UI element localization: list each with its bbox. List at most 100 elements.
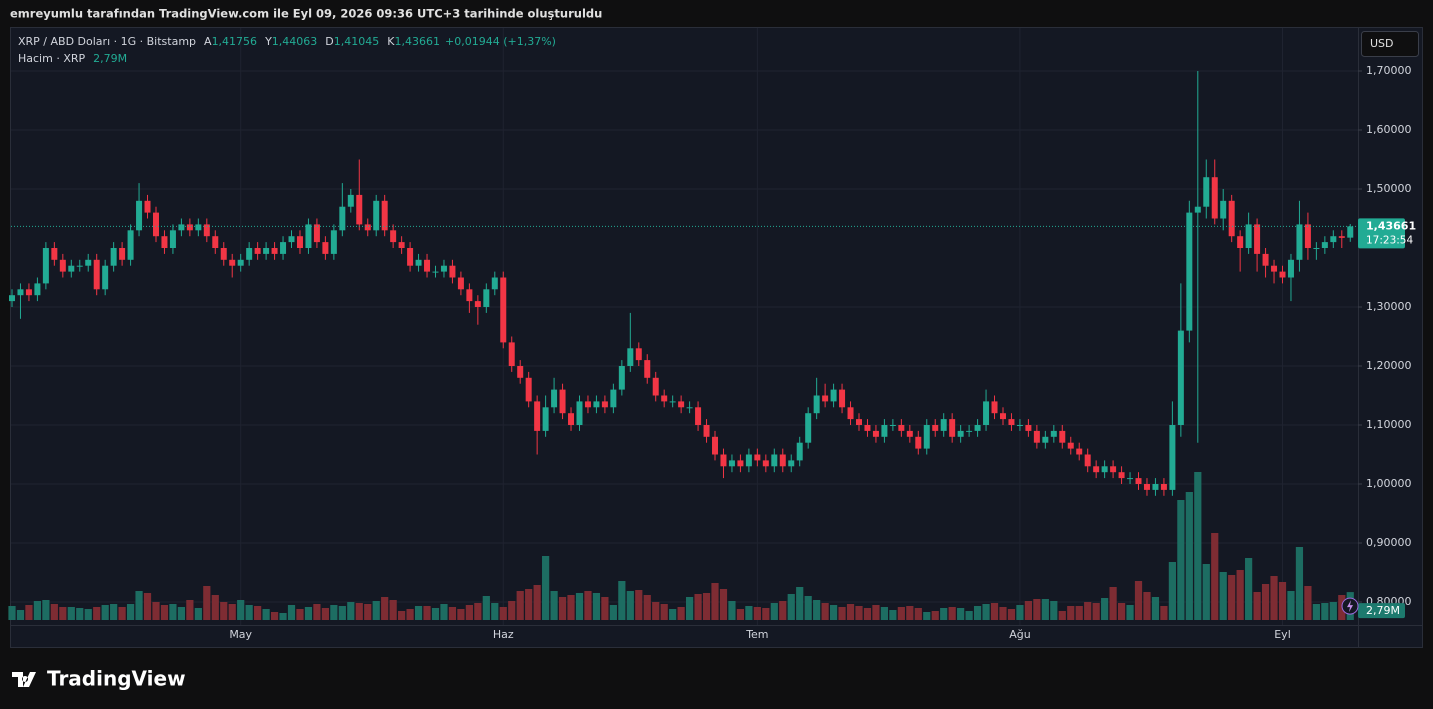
volume-bar	[296, 609, 304, 620]
volume-bar	[990, 603, 999, 620]
candle-body	[330, 230, 337, 254]
volume-bar	[702, 593, 711, 620]
volume-bar	[423, 606, 431, 620]
y-tick-label: 1,50000	[1366, 182, 1412, 195]
candle-body	[813, 395, 820, 414]
caption: emreyumlu tarafından TradingView.com ile…	[10, 7, 602, 21]
candle-body	[695, 407, 702, 425]
legend-title: XRP / ABD Doları · 1G · Bitstamp	[18, 35, 196, 48]
candle-body	[949, 419, 956, 437]
volume-bar	[897, 607, 905, 620]
candle-body	[1127, 478, 1134, 480]
candle-body	[966, 430, 973, 432]
candle-body	[449, 265, 456, 278]
candle-body	[635, 348, 642, 361]
volume-bar	[67, 607, 75, 620]
candle-body	[195, 224, 202, 231]
legend-value: 1,41045	[334, 35, 380, 48]
volume-bar	[635, 590, 643, 620]
candle-body	[1262, 253, 1269, 266]
candle-body	[1042, 436, 1049, 443]
candle-body	[652, 377, 659, 396]
candle-body	[381, 200, 388, 231]
volume-bar	[838, 607, 846, 620]
candle-body	[161, 236, 168, 249]
candle-body	[1313, 248, 1320, 250]
candle-body	[59, 259, 66, 272]
candle-body	[737, 460, 744, 467]
candle-body	[1169, 424, 1176, 490]
volume-bar	[84, 609, 92, 620]
candle-body	[1110, 466, 1117, 473]
volume-bar	[1024, 601, 1032, 620]
volume-bar	[1202, 564, 1210, 620]
candle-body	[720, 454, 727, 467]
candle-body	[398, 242, 405, 249]
volume-bar	[491, 603, 499, 620]
volume-bar	[550, 591, 558, 620]
candle-body	[1194, 206, 1201, 213]
candle-body	[136, 200, 143, 231]
volume-bar	[1067, 606, 1075, 620]
volume-bar	[660, 604, 668, 620]
candle-body	[1101, 466, 1108, 473]
volume-bar	[626, 591, 634, 620]
candle-body	[339, 206, 346, 231]
volume-bar	[686, 597, 694, 620]
x-tick-label: May	[229, 628, 252, 641]
volume-bar	[203, 586, 211, 620]
volume-bar	[728, 601, 736, 620]
volume-bar	[59, 607, 67, 620]
candle-body	[703, 424, 710, 437]
candle-body	[1338, 236, 1345, 238]
candle-body	[1330, 236, 1337, 243]
volume-bar	[110, 604, 118, 620]
candle-body	[915, 436, 922, 449]
volume-bar	[262, 609, 270, 620]
candle-body	[254, 248, 261, 254]
volume-bar	[186, 600, 194, 620]
volume-bar	[1236, 570, 1244, 620]
candle-body	[508, 342, 515, 367]
volume-bar	[1058, 611, 1066, 620]
volume-bar	[804, 596, 812, 620]
volume-bar	[694, 594, 702, 620]
candle-body	[457, 277, 464, 290]
volume-bar	[846, 604, 855, 620]
volume-bar	[1126, 605, 1134, 620]
candle-body	[1211, 177, 1218, 219]
volume-bar	[254, 606, 262, 620]
volume-bar	[143, 593, 152, 620]
volume-bar	[1270, 576, 1278, 620]
y-tick-label: 1,20000	[1366, 359, 1412, 372]
candle-body	[305, 224, 312, 249]
candle-body	[280, 242, 287, 254]
candle-body	[678, 401, 685, 408]
candle-body	[864, 424, 871, 431]
candle-body	[1016, 424, 1023, 426]
candle-body	[669, 401, 676, 403]
candle-body	[390, 230, 397, 243]
volume-bar	[829, 605, 838, 620]
volume-bar	[474, 603, 482, 620]
candle-body	[186, 224, 193, 231]
candle-body	[898, 424, 905, 431]
candle-body	[686, 407, 693, 409]
volume-bar	[33, 601, 42, 620]
volume-bar	[1007, 609, 1016, 620]
candle-body	[568, 413, 575, 425]
volume-bar	[567, 595, 575, 620]
candle-body	[474, 301, 481, 308]
volume-bar	[965, 611, 973, 620]
volume-bar	[1245, 558, 1253, 620]
candle-body	[76, 265, 83, 267]
volume-bar	[355, 603, 363, 620]
volume-bar	[1253, 592, 1261, 620]
volume-bar	[982, 604, 990, 620]
volume-bar	[999, 607, 1007, 620]
legend-key: Y	[264, 35, 272, 48]
candle-body	[771, 454, 778, 467]
currency-button[interactable]	[1361, 31, 1419, 57]
volume-legend-value: 2,79M	[93, 52, 127, 65]
candle-body	[102, 265, 109, 290]
